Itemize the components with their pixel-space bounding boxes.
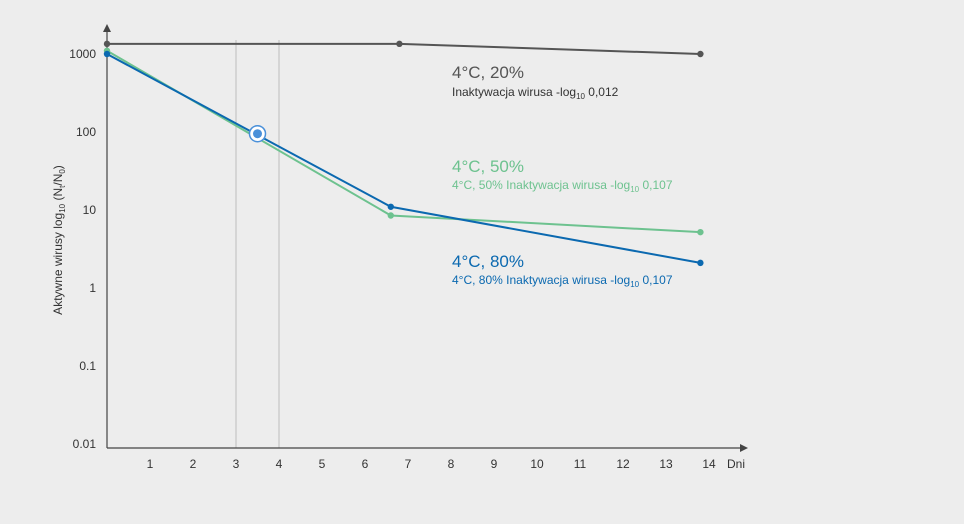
x-tick-label: 1	[147, 457, 154, 471]
x-tick-label: 2	[190, 457, 197, 471]
x-tick-label: 4	[276, 457, 283, 471]
annotation-20: 4°C, 20% Inaktywacja wirusa -log10 0,012	[452, 63, 619, 101]
y-tick-label: 10	[83, 203, 97, 217]
annotation-20-subtitle: Inaktywacja wirusa -log10 0,012	[452, 85, 619, 101]
data-series	[103, 40, 704, 267]
x-tick-label: 9	[491, 457, 498, 471]
annotation-80-subtitle: 4°C, 80% Inaktywacja wirusa -log10 0,107	[452, 273, 673, 289]
annotation-80: 4°C, 80% 4°C, 80% Inaktywacja wirusa -lo…	[452, 252, 673, 289]
x-tick-label: 11	[574, 457, 587, 471]
data-point-s20	[103, 40, 111, 48]
data-point-s20	[697, 50, 704, 58]
annotation-80-title: 4°C, 80%	[452, 252, 524, 271]
y-tick-label: 1	[89, 281, 96, 295]
data-point-s80	[697, 259, 704, 267]
annotation-50: 4°C, 50% 4°C, 50% Inaktywacja wirusa -lo…	[452, 157, 673, 194]
x-tick-label: 14	[702, 457, 716, 471]
x-tick-label: 8	[448, 457, 455, 471]
annotation-50-title: 4°C, 50%	[452, 157, 524, 176]
series-line-s20	[107, 42, 701, 55]
data-point-s80	[103, 50, 111, 58]
annotation-20-title: 4°C, 20%	[452, 63, 524, 82]
data-point-s20	[396, 40, 403, 48]
x-tick-label: 3	[233, 457, 240, 471]
series-line-s50	[106, 49, 701, 234]
x-tick-label: 10	[530, 457, 544, 471]
gridlines	[235, 40, 280, 448]
y-axis-label: Aktywne wirusy log10 (Nt/N0)	[51, 165, 67, 315]
y-tick-label: 0.1	[79, 359, 96, 373]
highlight-marker	[248, 124, 267, 143]
axes	[103, 24, 748, 452]
x-tick-label: 12	[616, 457, 630, 471]
x-axis-label: Dni	[727, 457, 745, 471]
y-axis-arrow	[103, 24, 111, 32]
x-tick-label: 6	[362, 457, 369, 471]
marker-dot	[253, 129, 262, 139]
y-tick-label: 1000	[69, 47, 96, 61]
x-tick-label: 5	[319, 457, 326, 471]
data-point-s50	[697, 228, 704, 236]
x-tick-label: 13	[659, 457, 673, 471]
annotation-50-subtitle: 4°C, 50% Inaktywacja wirusa -log10 0,107	[452, 178, 673, 194]
data-point-s80	[387, 203, 394, 210]
y-tick-label: 100	[76, 125, 96, 139]
x-tick-label: 7	[405, 457, 412, 471]
data-point-s50	[387, 212, 394, 219]
y-tick-label: 0.01	[73, 437, 97, 451]
x-axis-arrow	[740, 444, 748, 452]
